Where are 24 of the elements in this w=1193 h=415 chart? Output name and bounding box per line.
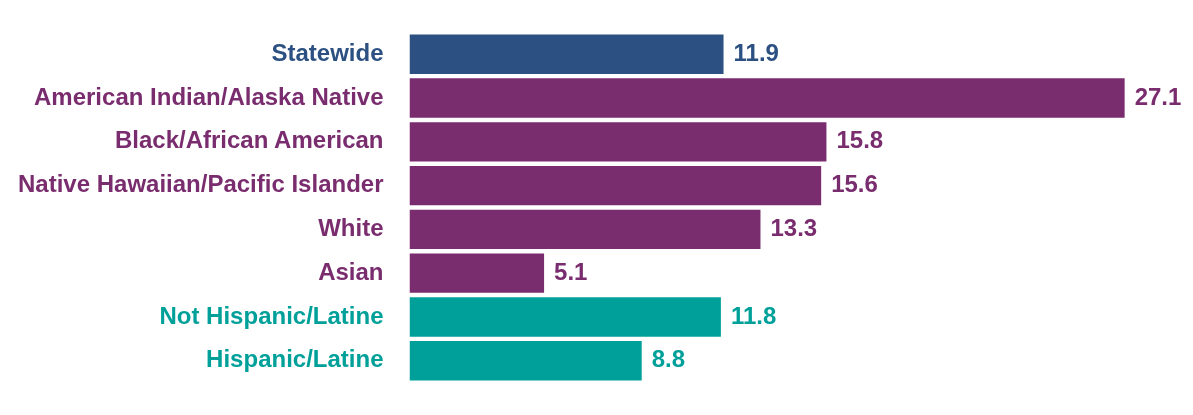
bar (409, 209, 761, 250)
bar (409, 34, 724, 74)
data-label: 11.9 (733, 38, 779, 66)
bar (409, 165, 822, 206)
data-label: 13.3 (770, 214, 818, 242)
data-label: 11.8 (730, 301, 777, 329)
data-label: 15.8 (836, 126, 884, 154)
y-tick-label: Native Hawaiian/Pacific Islander (18, 170, 384, 198)
y-tick-label: Not Hispanic/Latine (159, 301, 384, 329)
data-label: 27.1 (1134, 82, 1182, 110)
bar (409, 341, 642, 381)
bar (409, 122, 827, 162)
data-label: 8.8 (651, 345, 686, 373)
bar (409, 253, 545, 293)
y-tick-label: Black/African American (114, 126, 384, 154)
data-label: 5.1 (554, 257, 588, 285)
y-tick-label: Asian (318, 257, 384, 285)
y-tick-label: Hispanic/Latine (206, 345, 384, 373)
y-tick-label: White (318, 214, 384, 242)
bar (409, 297, 721, 337)
bar (409, 78, 1125, 118)
data-label: 15.6 (831, 170, 878, 198)
y-tick-label: American Indian/Alaska Native (34, 82, 384, 110)
y-tick-label: Statewide (271, 38, 384, 66)
